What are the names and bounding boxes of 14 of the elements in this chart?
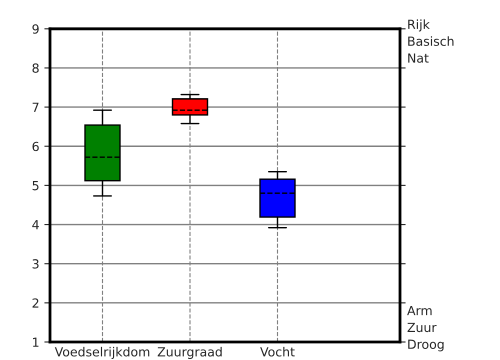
y-tick-label: 8 <box>32 63 39 73</box>
y-tick-label: 4 <box>32 220 39 230</box>
y-tick-label: 3 <box>32 259 39 269</box>
x-tick-label: Voedselrijkdom <box>54 346 150 359</box>
y-tick-label: 1 <box>33 338 38 347</box>
y-tick-label: 7 <box>32 102 39 112</box>
x-tick-label: Zuurgraad <box>158 346 222 359</box>
y-tick-label: 6 <box>32 142 39 152</box>
text: Rijk Basisch Nat <box>408 19 454 63</box>
text: Arm Zuur Droog <box>407 306 444 352</box>
x-tick-label: Vocht <box>260 346 295 357</box>
y-tick-label: 2 <box>32 298 38 308</box>
y-tick-label: 5 <box>32 181 38 190</box>
y-tick-label: 9 <box>32 24 39 34</box>
